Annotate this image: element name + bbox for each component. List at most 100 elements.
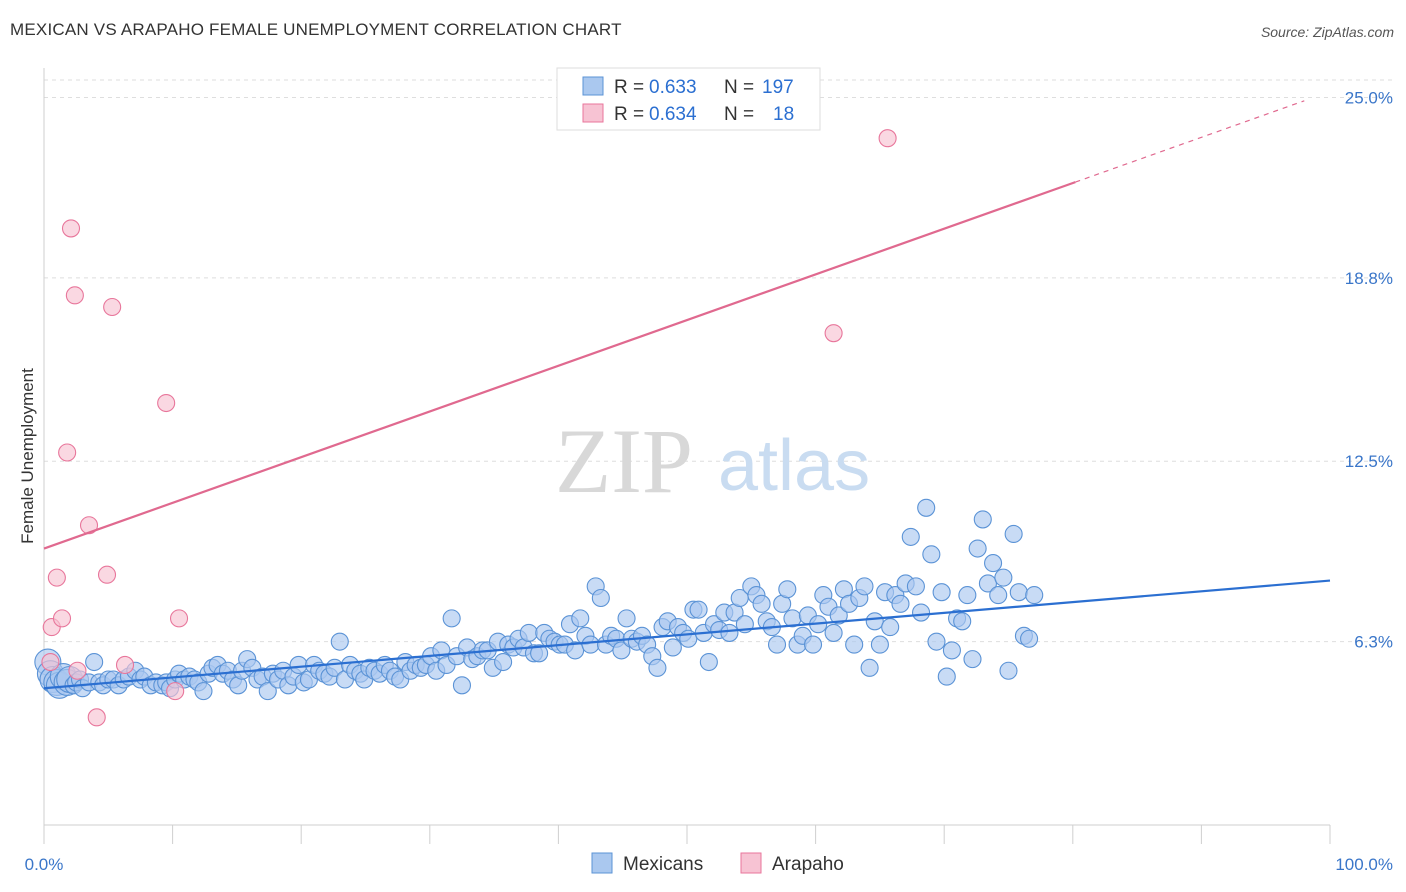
point-mexicans-132 — [689, 600, 708, 619]
legend-n-value-1: 197 — [762, 77, 794, 98]
point-mexicans-149 — [778, 580, 797, 599]
point-mexicans-175 — [912, 603, 931, 622]
series-legend: Mexicans Arapaho — [591, 852, 844, 875]
point-mexicans-189 — [984, 554, 1003, 573]
point-arapaho-16 — [824, 324, 843, 343]
trend-line-arapaho-extension — [1075, 100, 1305, 183]
point-mexicans-35 — [194, 682, 213, 701]
point-mexicans-134 — [699, 652, 718, 672]
bottom-legend-swatch-mexicans — [591, 852, 613, 874]
series-arapaho — [41, 129, 897, 727]
point-arapaho-2 — [47, 568, 66, 587]
point-mexicans-177 — [922, 545, 941, 564]
legend-swatch-arapaho — [582, 103, 604, 123]
series-mexicans — [34, 498, 1044, 701]
point-mexicans-187 — [973, 510, 992, 529]
y-tick-label-0: 6.3% — [1354, 633, 1393, 652]
point-mexicans-167 — [870, 635, 889, 654]
point-mexicans-13 — [85, 652, 104, 672]
point-mexicans-154 — [803, 635, 823, 654]
point-mexicans-191 — [994, 568, 1013, 587]
correlation-legend: R = 0.633 N = 197 R = 0.634 N = 18 — [556, 67, 821, 131]
point-mexicans-178 — [927, 632, 946, 651]
point-mexicans-124 — [648, 658, 667, 677]
point-mexicans-94 — [494, 652, 513, 672]
point-mexicans-183 — [953, 612, 972, 631]
point-arapaho-9 — [87, 708, 106, 727]
point-mexicans-117 — [612, 641, 631, 660]
x-tick-labels: 0.0% 100.0% — [25, 855, 1393, 874]
watermark-atlas: atlas — [718, 426, 870, 506]
point-mexicans-192 — [999, 661, 1018, 680]
point-arapaho-4 — [58, 443, 77, 462]
point-mexicans-164 — [855, 577, 874, 596]
point-mexicans-181 — [942, 641, 961, 660]
point-arapaho-13 — [157, 393, 176, 413]
legend-r-label-1: R = — [614, 77, 644, 98]
legend-r-value-2: 0.634 — [649, 104, 697, 125]
bottom-legend-arapaho: Arapaho — [772, 854, 844, 875]
point-mexicans-84 — [442, 609, 461, 628]
point-mexicans-165 — [860, 658, 879, 677]
point-arapaho-12 — [115, 655, 135, 674]
y-axis-label: Female Unemployment — [18, 368, 37, 544]
point-arapaho-3 — [52, 609, 72, 628]
point-mexicans-173 — [901, 527, 920, 546]
point-mexicans-171 — [891, 594, 910, 613]
point-mexicans-147 — [767, 635, 787, 654]
point-mexicans-184 — [958, 586, 977, 605]
watermark: ZIP atlas — [555, 410, 870, 512]
bottom-legend-swatch-arapaho — [740, 852, 762, 874]
point-arapaho-0 — [41, 652, 60, 672]
point-mexicans-159 — [829, 606, 848, 625]
point-arapaho-5 — [61, 219, 81, 238]
source-label: Source: ZipAtlas.com — [1260, 24, 1394, 40]
point-mexicans-158 — [824, 623, 843, 642]
point-mexicans-54 — [289, 655, 308, 674]
point-arapaho-6 — [65, 286, 84, 305]
y-tick-label-1: 12.5% — [1345, 452, 1393, 471]
point-mexicans-48 — [258, 682, 277, 701]
point-mexicans-197 — [1025, 586, 1044, 605]
point-mexicans-99 — [519, 623, 538, 642]
point-mexicans-180 — [937, 667, 956, 686]
point-mexicans-162 — [845, 635, 864, 654]
trend-line-arapaho — [43, 181, 1076, 550]
point-mexicans-111 — [581, 635, 600, 654]
point-mexicans-109 — [571, 609, 590, 628]
y-tick-label-2: 18.8% — [1345, 269, 1393, 288]
legend-r-value-1: 0.633 — [649, 77, 697, 98]
legend-r-label-2: R = — [614, 104, 644, 125]
legend-swatch-mexicans — [582, 76, 604, 96]
point-arapaho-15 — [169, 609, 189, 628]
point-mexicans-194 — [1009, 583, 1028, 602]
point-mexicans-101 — [530, 644, 549, 663]
x-tick-label-0: 0.0% — [25, 855, 64, 874]
point-mexicans-144 — [752, 594, 771, 613]
trend-lines — [43, 100, 1331, 690]
point-mexicans-108 — [566, 641, 585, 660]
point-mexicans-186 — [968, 539, 987, 558]
point-arapaho-11 — [103, 297, 122, 317]
x-tick-label-1: 100.0% — [1335, 855, 1393, 874]
point-arapaho-7 — [68, 661, 87, 680]
point-arapaho-14 — [166, 682, 185, 701]
chart-title: MEXICAN VS ARAPAHO FEMALE UNEMPLOYMENT C… — [10, 20, 622, 39]
trend-line-mexicans — [43, 579, 1331, 690]
point-mexicans-127 — [663, 638, 682, 657]
point-arapaho-17 — [878, 129, 897, 148]
point-arapaho-8 — [79, 516, 99, 535]
point-mexicans-185 — [963, 650, 982, 669]
point-mexicans-86 — [452, 676, 472, 695]
point-mexicans-62 — [330, 632, 349, 651]
point-mexicans-118 — [617, 609, 636, 628]
point-mexicans-138 — [720, 623, 739, 642]
y-tick-label-3: 25.0% — [1345, 88, 1393, 107]
legend-n-value-2: 18 — [773, 104, 794, 125]
legend-n-label-1: N = — [724, 77, 754, 98]
watermark-zip: ZIP — [555, 410, 693, 512]
grid-lines — [44, 79, 1395, 643]
point-mexicans-196 — [1020, 629, 1039, 648]
point-mexicans-166 — [865, 612, 884, 631]
